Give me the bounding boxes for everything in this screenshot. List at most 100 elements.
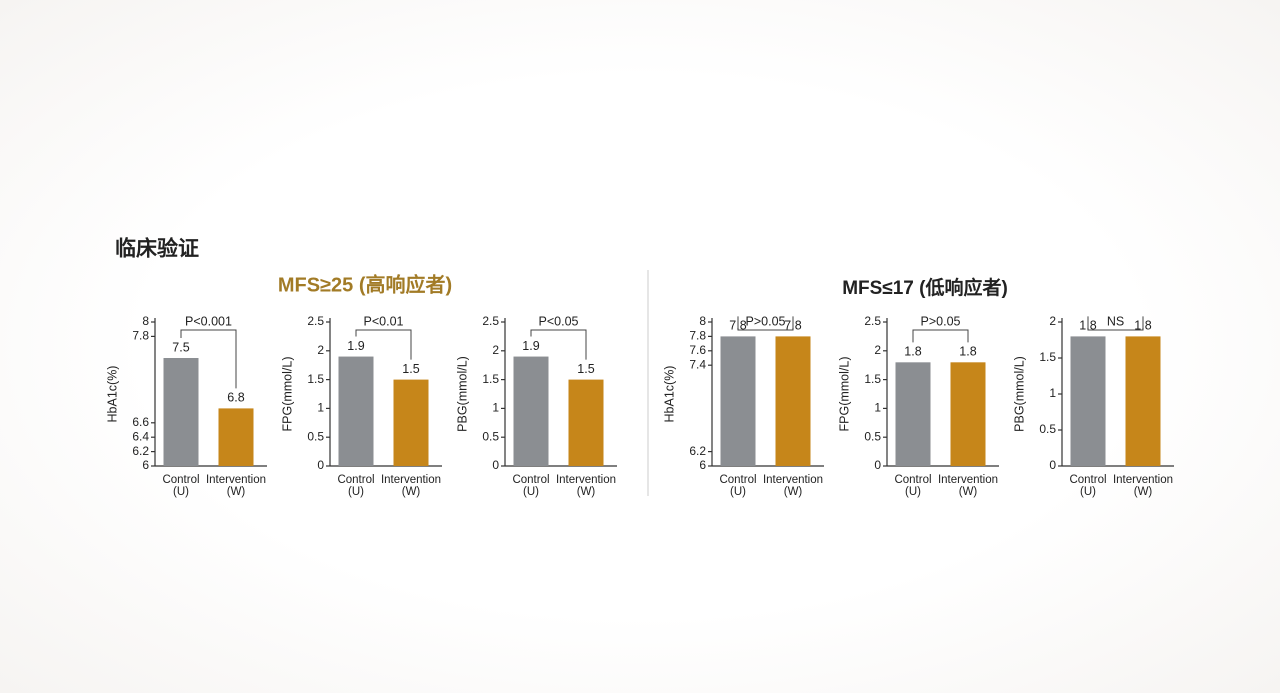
- x-tick-label: Control: [719, 474, 756, 486]
- x-tick-label: (W): [1134, 486, 1153, 498]
- y-tick-label: 6: [142, 458, 149, 472]
- x-tick-label: (U): [348, 486, 364, 498]
- y-tick-label: 0: [1049, 458, 1056, 472]
- x-tick-label: Intervention: [556, 474, 616, 486]
- bar: [775, 336, 811, 466]
- y-tick-label: 0.5: [307, 429, 324, 443]
- y-tick-label: 2: [874, 343, 881, 357]
- value-label: 1.9: [347, 339, 364, 353]
- y-tick-label: 1: [492, 401, 499, 415]
- y-tick-label: 6.6: [132, 415, 149, 429]
- x-tick-label: Intervention: [381, 474, 441, 486]
- y-tick-label: 1: [317, 401, 324, 415]
- significance-bracket: [180, 329, 237, 389]
- significance-bracket: [737, 316, 794, 331]
- y-axis-label: HbA1c(%): [105, 366, 119, 423]
- y-tick-label: 1.5: [482, 372, 499, 386]
- y-tick-label: 7.6: [689, 343, 706, 357]
- y-tick-label: 0.5: [1039, 422, 1056, 436]
- value-label: 1.8: [904, 345, 921, 359]
- significance-label: P>0.05: [746, 314, 786, 328]
- y-axis-label: PBG(mmol/L): [1012, 356, 1026, 432]
- y-tick-label: 1.5: [1039, 350, 1056, 364]
- y-tick-label: 7.8: [132, 329, 149, 343]
- x-tick-label: Intervention: [763, 474, 823, 486]
- x-tick-label: (W): [784, 486, 803, 498]
- group-heading: MFS≥25 (高响应者): [278, 272, 452, 296]
- x-tick-label: Intervention: [206, 474, 266, 486]
- y-axis-label: HbA1c(%): [662, 366, 676, 423]
- y-tick-label: 2.5: [864, 314, 881, 328]
- bar: [393, 379, 429, 466]
- y-tick-label: 7.8: [689, 329, 706, 343]
- y-axis-label: PBG(mmol/L): [455, 356, 469, 432]
- x-tick-label: (W): [959, 486, 978, 498]
- bar: [720, 336, 756, 466]
- x-tick-label: Intervention: [938, 474, 998, 486]
- y-tick-label: 2.5: [482, 314, 499, 328]
- bar: [950, 362, 986, 466]
- bar: [1125, 336, 1161, 466]
- y-tick-label: 6.2: [689, 444, 706, 458]
- significance-bracket: [912, 329, 969, 343]
- value-label: 1.5: [577, 362, 594, 376]
- x-tick-label: Control: [512, 474, 549, 486]
- y-tick-label: 1.5: [864, 372, 881, 386]
- y-tick-label: 0.5: [864, 429, 881, 443]
- y-tick-label: 1.5: [307, 372, 324, 386]
- y-tick-label: 8: [142, 314, 149, 328]
- y-tick-label: 2: [317, 343, 324, 357]
- y-tick-label: 6.2: [132, 444, 149, 458]
- significance-label: P>0.05: [921, 314, 961, 328]
- bar: [513, 356, 549, 466]
- y-tick-label: 0.5: [482, 429, 499, 443]
- x-tick-label: Control: [337, 474, 374, 486]
- y-tick-label: 2.5: [307, 314, 324, 328]
- y-tick-label: 0: [874, 458, 881, 472]
- x-tick-label: Intervention: [1113, 474, 1173, 486]
- value-label: 1.5: [402, 362, 419, 376]
- y-tick-label: 7.4: [689, 357, 706, 371]
- significance-label: P<0.05: [539, 314, 579, 328]
- y-tick-label: 2: [1049, 314, 1056, 328]
- bar: [1070, 336, 1106, 466]
- significance-label: P<0.01: [364, 314, 404, 328]
- x-tick-label: Control: [162, 474, 199, 486]
- significance-label: P<0.001: [185, 314, 232, 328]
- bar: [895, 362, 931, 466]
- x-tick-label: (U): [523, 486, 539, 498]
- value-label: 1.8: [959, 345, 976, 359]
- x-tick-label: (W): [577, 486, 596, 498]
- bar: [218, 408, 254, 466]
- x-tick-label: (U): [730, 486, 746, 498]
- x-tick-label: (U): [1080, 486, 1096, 498]
- x-tick-label: (W): [227, 486, 246, 498]
- value-label: 1.9: [522, 339, 539, 353]
- significance-label: NS: [1107, 314, 1124, 328]
- y-tick-label: 1: [874, 401, 881, 415]
- value-label: 6.8: [227, 391, 244, 405]
- y-tick-label: 0: [492, 458, 499, 472]
- x-tick-label: (U): [905, 486, 921, 498]
- significance-bracket: [1087, 316, 1144, 331]
- slide-title: 临床验证: [115, 237, 199, 261]
- y-tick-label: 6: [699, 458, 706, 472]
- bar: [568, 379, 604, 466]
- x-tick-label: Control: [894, 474, 931, 486]
- group-heading: MFS≤17 (低响应者): [842, 276, 1008, 299]
- y-tick-label: 6.4: [132, 429, 149, 443]
- y-axis-label: FPG(mmol/L): [280, 357, 294, 432]
- y-tick-label: 2: [492, 343, 499, 357]
- y-tick-label: 1: [1049, 386, 1056, 400]
- y-tick-label: 0: [317, 458, 324, 472]
- significance-bracket: [530, 329, 587, 360]
- bar: [338, 356, 374, 466]
- significance-bracket: [355, 329, 412, 360]
- bar: [163, 358, 199, 466]
- x-tick-label: Control: [1069, 474, 1106, 486]
- y-axis-label: FPG(mmol/L): [837, 357, 851, 432]
- y-tick-label: 8: [699, 314, 706, 328]
- x-tick-label: (W): [402, 486, 421, 498]
